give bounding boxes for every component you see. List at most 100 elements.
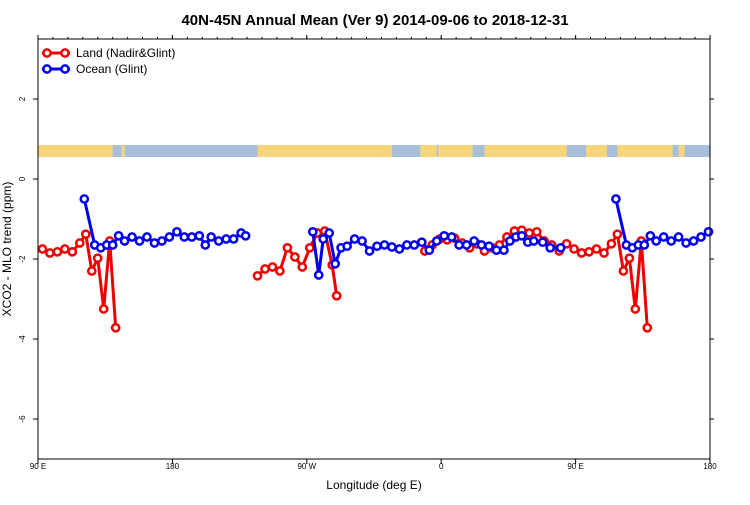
data-point xyxy=(304,242,315,253)
data-point xyxy=(639,240,650,250)
data-point xyxy=(446,232,457,242)
y-tick-label: -4 xyxy=(18,335,27,343)
data-point xyxy=(240,230,251,241)
data-point xyxy=(290,252,300,262)
data-point xyxy=(696,232,706,242)
data-point xyxy=(186,232,197,242)
data-point xyxy=(324,228,335,238)
data-point xyxy=(476,240,487,250)
x-tick-label: 180 xyxy=(703,462,717,471)
data-point xyxy=(424,245,435,256)
data-point xyxy=(297,262,308,272)
data-point xyxy=(484,241,494,252)
data-point xyxy=(79,194,90,204)
x-axis-label: Longitude (deg E) xyxy=(326,478,421,492)
data-point xyxy=(349,234,360,244)
data-point xyxy=(213,236,224,246)
data-point xyxy=(379,240,390,250)
data-point xyxy=(372,241,382,252)
legend-marker xyxy=(60,64,70,74)
data-point xyxy=(537,237,548,248)
data-point xyxy=(37,244,48,254)
data-point xyxy=(74,238,85,248)
series-layer xyxy=(37,194,714,333)
data-point xyxy=(439,230,450,241)
legend-item: Ocean (Glint) xyxy=(42,62,147,76)
legend-label: Land (Nadir&Glint) xyxy=(76,46,175,60)
y-axis-label: XCO2 - MLO trend (ppm) xyxy=(0,182,14,317)
legend-marker xyxy=(42,64,52,74)
data-point xyxy=(618,266,629,276)
data-point xyxy=(531,226,542,237)
series-ocean xyxy=(79,194,714,280)
land-strip-segment xyxy=(678,145,685,157)
legend-marker xyxy=(42,48,52,58)
y-tick-label: 0 xyxy=(18,176,27,181)
data-point xyxy=(110,322,121,333)
data-point xyxy=(275,266,285,276)
data-point xyxy=(313,270,324,280)
legend: Land (Nadir&Glint) Ocean (Glint) xyxy=(42,46,175,76)
land-strip-segment xyxy=(420,145,437,157)
data-point xyxy=(402,240,412,250)
data-point xyxy=(194,230,205,241)
data-point xyxy=(149,238,160,248)
data-point xyxy=(673,232,684,242)
data-point xyxy=(576,248,587,258)
chart-title: 40N-45N Annual Mean (Ver 9) 2014-09-06 t… xyxy=(181,12,568,29)
data-point xyxy=(569,244,579,254)
data-point xyxy=(318,234,329,244)
land-strip-segment xyxy=(586,145,607,157)
data-point xyxy=(260,264,270,274)
data-point xyxy=(221,234,232,244)
data-point xyxy=(454,240,464,250)
data-point xyxy=(330,258,341,269)
data-point xyxy=(606,238,617,249)
data-point xyxy=(134,236,145,246)
data-point xyxy=(80,229,91,240)
data-point xyxy=(206,232,217,242)
y-axis: 2 0 -2 -4 -6 xyxy=(18,96,714,423)
data-point xyxy=(86,266,97,276)
data-point xyxy=(624,253,635,264)
data-point xyxy=(681,238,691,248)
data-point xyxy=(52,246,63,257)
x-tick-label: 90 E xyxy=(567,462,583,471)
data-point xyxy=(119,236,130,246)
land-strip-segment xyxy=(38,145,113,157)
data-point xyxy=(357,236,367,246)
data-point xyxy=(387,242,397,252)
land-strip-segment xyxy=(121,145,125,157)
data-point xyxy=(666,236,677,246)
data-point xyxy=(200,240,211,250)
data-point xyxy=(282,242,293,253)
data-point xyxy=(703,226,714,237)
data-point xyxy=(651,236,662,246)
x-tick-label: 0 xyxy=(439,462,444,471)
data-point xyxy=(142,232,152,242)
data-point xyxy=(107,240,118,250)
data-point xyxy=(611,194,621,204)
x-tick-label: 90 E xyxy=(30,462,46,471)
data-point xyxy=(307,226,318,237)
legend-marker xyxy=(60,48,70,58)
data-point xyxy=(127,232,137,242)
data-point xyxy=(157,236,167,246)
data-point xyxy=(524,228,535,238)
data-point xyxy=(688,236,699,246)
data-point xyxy=(60,244,70,254)
data-point xyxy=(113,230,124,241)
series-land xyxy=(37,225,653,333)
data-point xyxy=(469,236,479,246)
data-point xyxy=(516,230,527,241)
data-point xyxy=(67,246,78,257)
x-tick-label: 90 W xyxy=(297,462,316,471)
data-point xyxy=(545,242,556,253)
data-point xyxy=(491,245,502,256)
data-point xyxy=(630,304,641,314)
data-point xyxy=(364,246,375,256)
y-tick-label: -6 xyxy=(18,415,27,423)
plot-frame xyxy=(37,38,711,460)
